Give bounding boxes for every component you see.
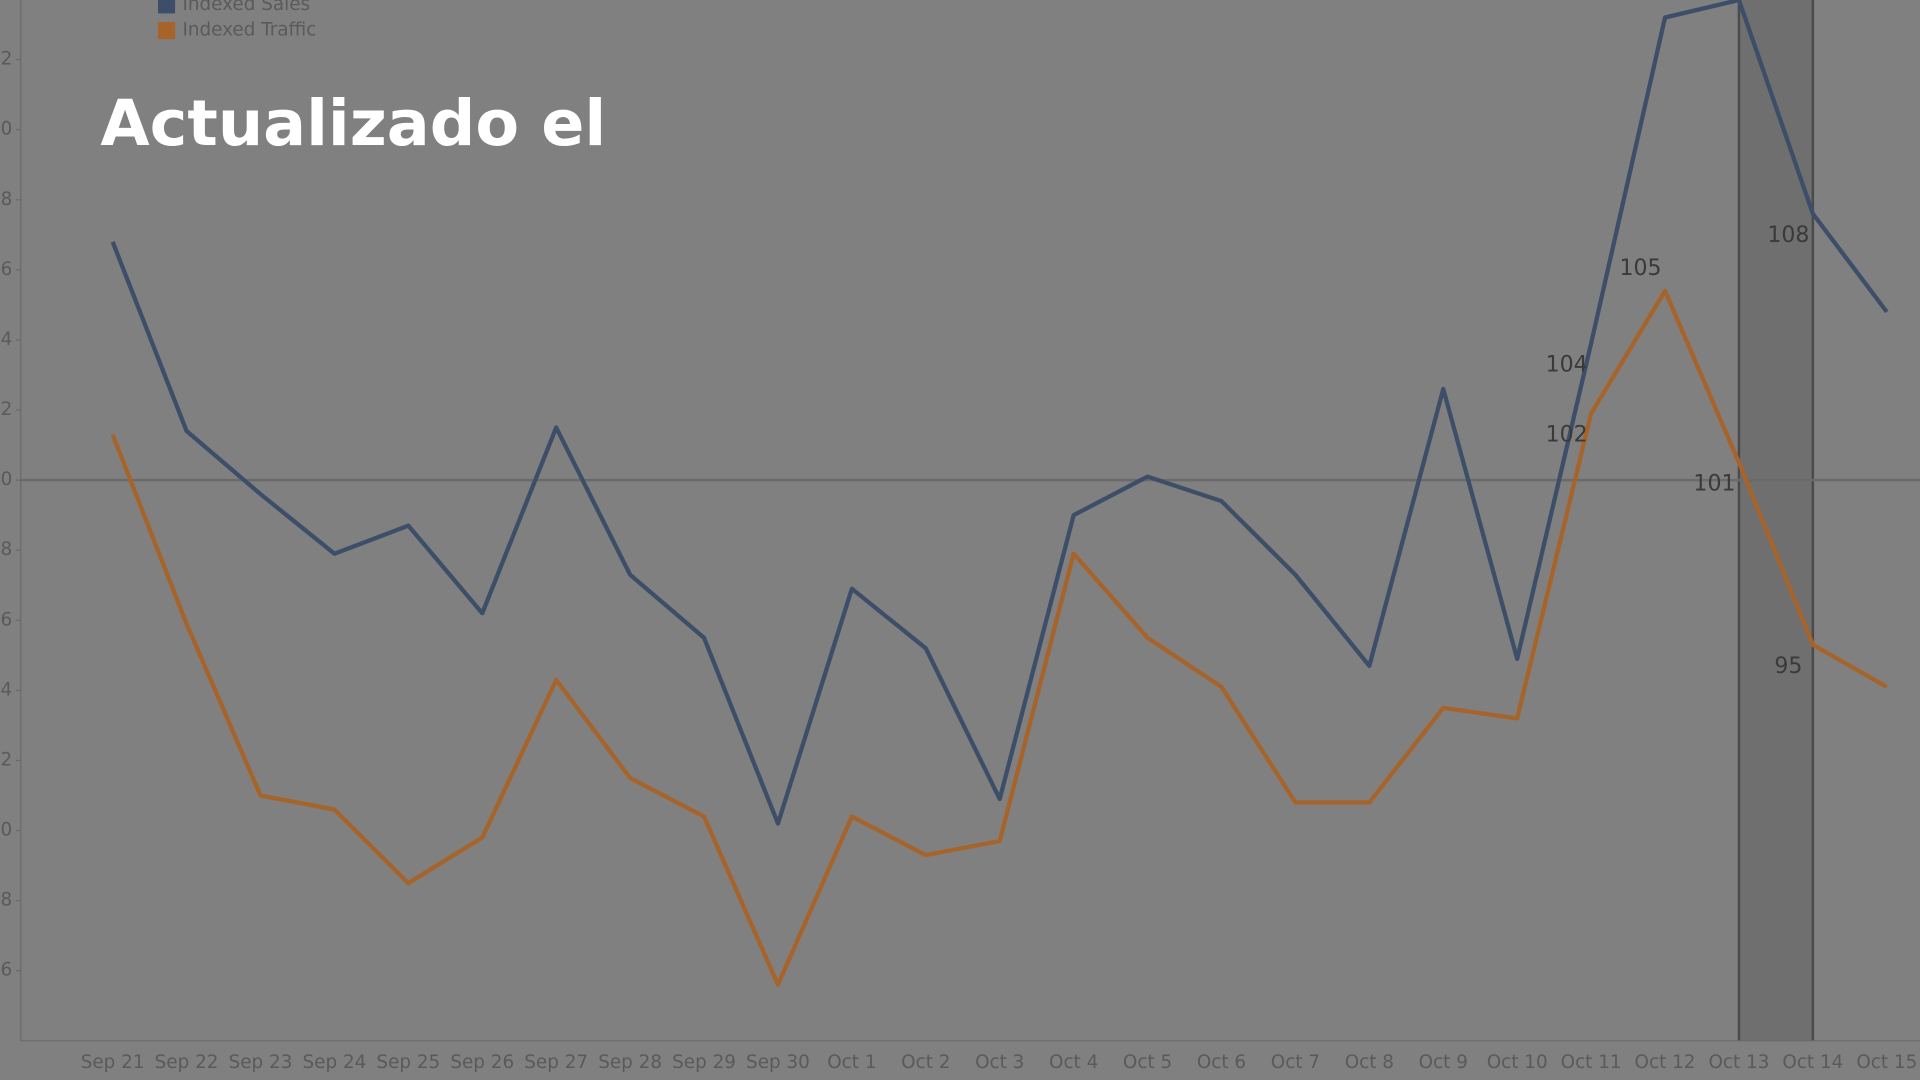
series-line: [110, 0, 1889, 826]
y-tick-label: 100: [0, 469, 12, 490]
y-tick-label: 88: [0, 890, 12, 911]
y-tick-label: 96: [0, 609, 12, 630]
x-tick-label: Sep 28: [598, 1052, 662, 1073]
y-tick-label: 108: [0, 189, 12, 210]
legend-swatch: [157, 0, 176, 14]
x-tick-label: Oct 5: [1123, 1052, 1172, 1073]
x-tick-label: Oct 12: [1635, 1052, 1696, 1073]
data-label: 108: [1767, 223, 1809, 248]
x-tick-label: Sep 22: [155, 1052, 219, 1073]
y-tick-label: 90: [0, 820, 12, 841]
data-label: 105: [1620, 256, 1662, 281]
x-tick-label: Oct 9: [1419, 1052, 1468, 1073]
data-label: 101: [1693, 472, 1735, 497]
x-tick-label: Sep 25: [376, 1052, 440, 1073]
x-tick-label: Oct 3: [975, 1052, 1024, 1073]
y-tick-label: 112: [0, 49, 12, 70]
legend-label: Indexed Traffic: [182, 20, 316, 41]
y-tick-label: 86: [0, 960, 12, 981]
data-label: 104: [1546, 352, 1588, 377]
x-tick-label: Oct 1: [827, 1052, 876, 1073]
x-tick-label: Sep 30: [746, 1052, 810, 1073]
y-tick-label: 98: [0, 539, 12, 560]
x-tick-label: Sep 21: [81, 1052, 145, 1073]
legend-swatch: [157, 22, 176, 40]
overlay-title: Actualizado el: [100, 87, 606, 161]
y-tick-label: 92: [0, 749, 12, 770]
x-tick-label: Oct 4: [1049, 1052, 1098, 1073]
x-tick-label: Oct 10: [1487, 1052, 1548, 1073]
data-label: 102: [1546, 423, 1588, 448]
legend-label: Indexed Sales: [182, 0, 310, 15]
y-tick-label: 106: [0, 259, 12, 280]
x-tick-label: Oct 11: [1561, 1052, 1622, 1073]
x-tick-label: Oct 14: [1782, 1052, 1843, 1073]
data-label: 95: [1774, 654, 1802, 679]
x-tick-label: Sep 24: [303, 1052, 367, 1073]
y-tick-label: 104: [0, 329, 12, 350]
x-tick-label: Oct 2: [901, 1052, 950, 1073]
series-line: [110, 288, 1888, 987]
highlight-band: [1738, 0, 1813, 1041]
x-tick-label: Sep 27: [524, 1052, 588, 1073]
x-tick-label: Sep 29: [672, 1052, 736, 1073]
x-tick-label: Oct 8: [1345, 1052, 1394, 1073]
x-tick-label: Sep 26: [450, 1052, 514, 1073]
x-tick-label: Oct 7: [1271, 1052, 1320, 1073]
x-tick-label: Sep 23: [229, 1052, 293, 1073]
y-tick-label: 110: [0, 119, 12, 140]
y-tick-label: 94: [0, 679, 12, 700]
x-tick-label: Oct 13: [1708, 1052, 1769, 1073]
x-tick-label: Oct 6: [1197, 1052, 1246, 1073]
x-tick-label: Oct 15: [1856, 1052, 1917, 1073]
y-tick-label: 102: [0, 399, 12, 420]
